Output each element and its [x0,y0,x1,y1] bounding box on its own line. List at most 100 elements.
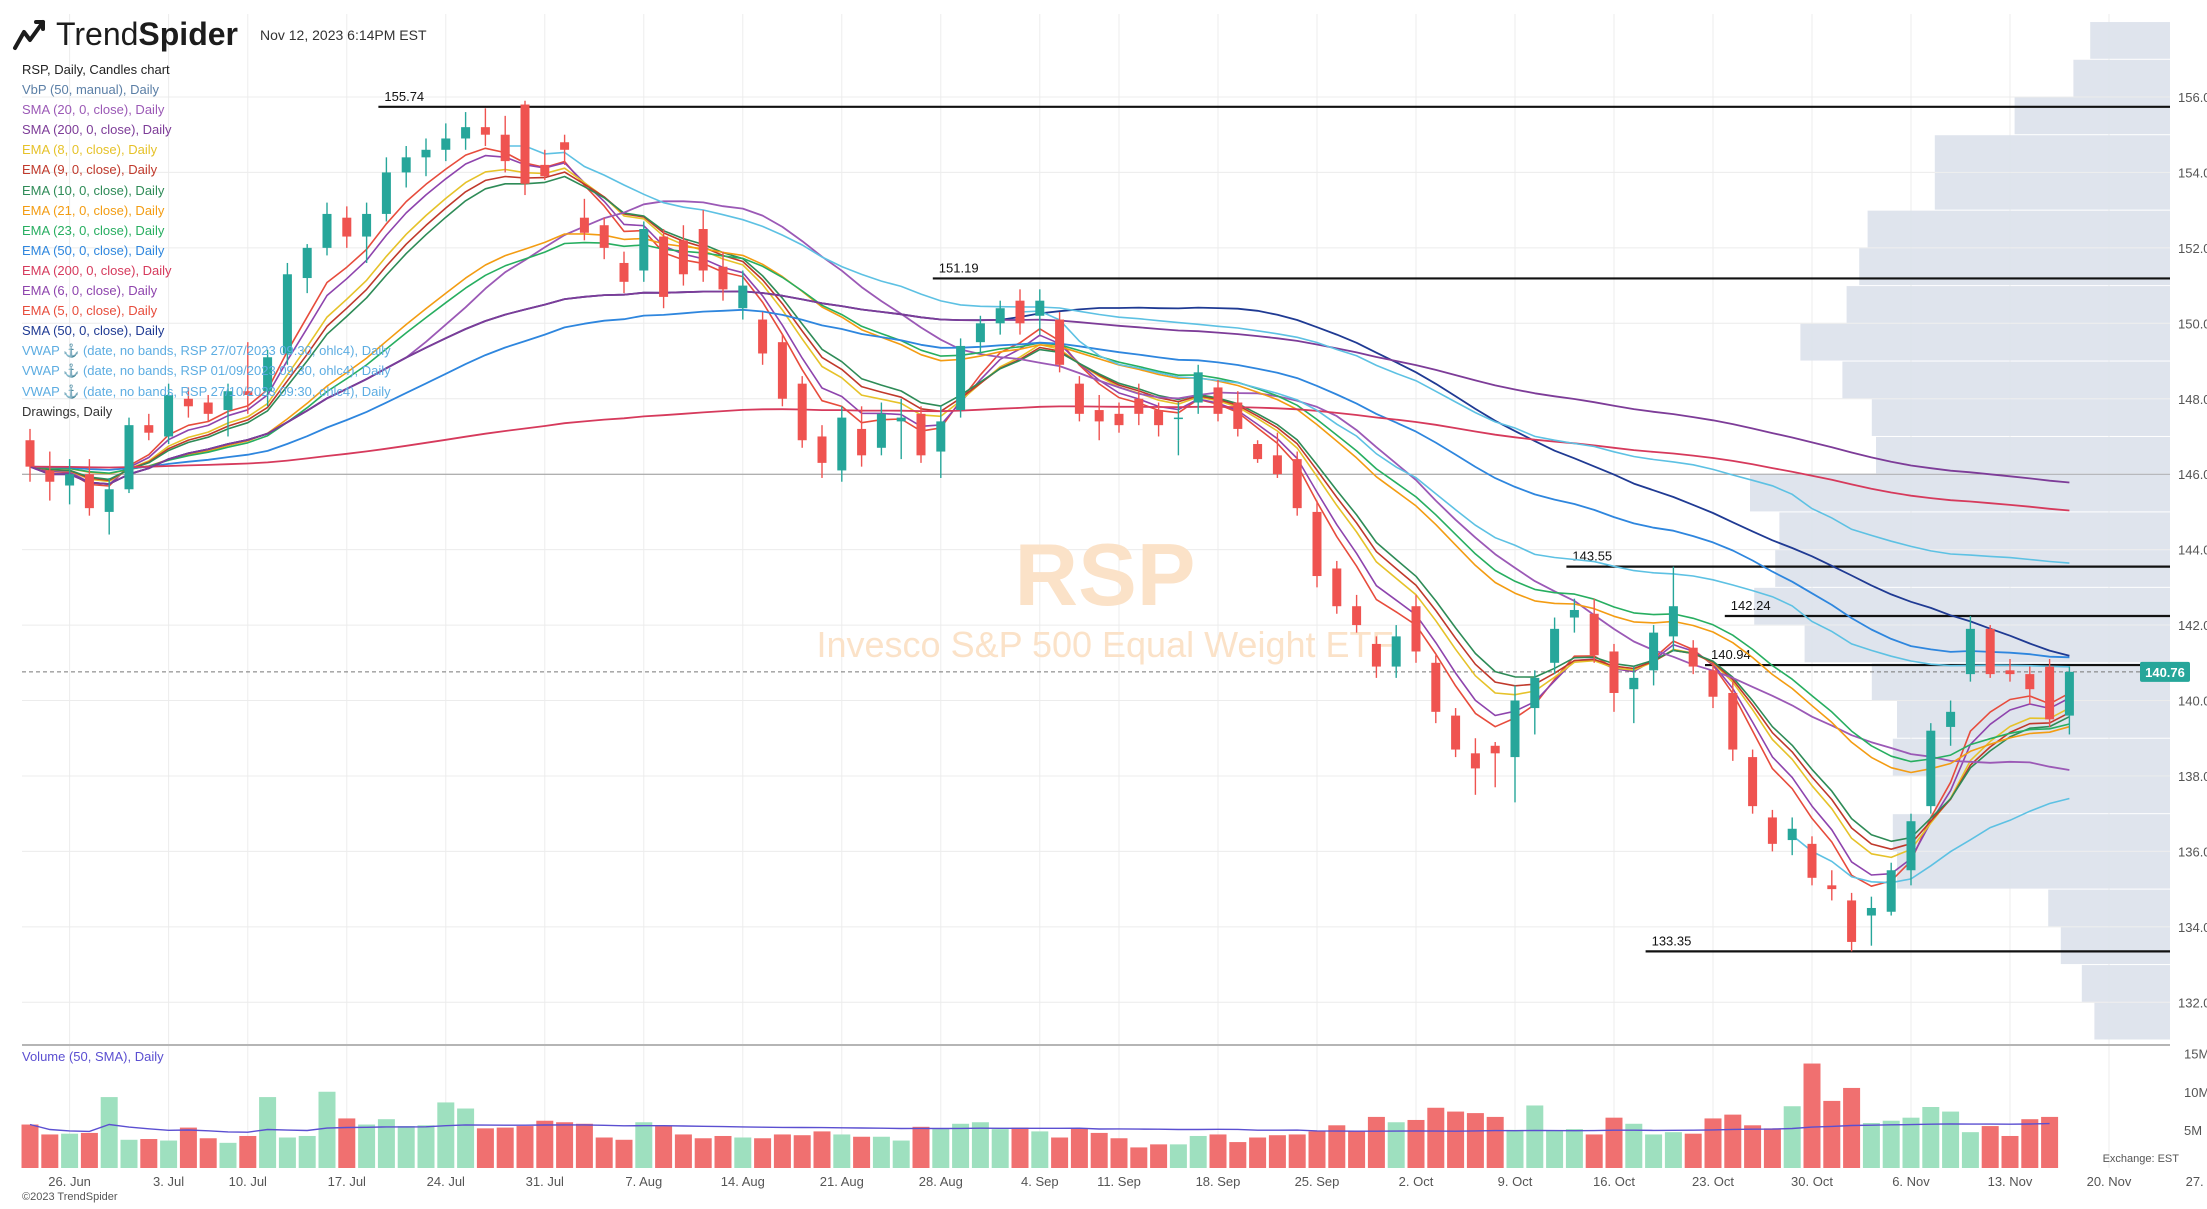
legend-item[interactable]: EMA (200, 0, close), Daily [22,262,172,278]
candle[interactable] [65,459,75,505]
candle[interactable] [322,202,332,256]
candle[interactable] [124,417,134,494]
candle[interactable] [45,451,55,501]
candles[interactable] [25,100,2074,952]
candle[interactable] [84,459,94,516]
candle[interactable] [401,146,411,188]
candle[interactable] [599,217,609,260]
indicator-legend[interactable]: RSP, Daily, Candles chart VbP (50, manua… [22,60,391,422]
candle[interactable] [1411,594,1421,663]
candle[interactable] [1490,742,1500,788]
candle[interactable] [1391,625,1401,678]
legend-item[interactable]: SMA (50, 0, close), Daily [22,323,165,339]
candle[interactable] [896,398,906,460]
candle[interactable] [1965,616,1975,682]
candle[interactable] [480,108,490,147]
candle[interactable] [1213,379,1223,422]
candle[interactable] [1748,749,1758,814]
candle[interactable] [817,425,827,478]
candle[interactable] [1688,640,1698,675]
candle[interactable] [342,206,352,248]
candle[interactable] [1510,685,1520,803]
candle[interactable] [1292,451,1302,516]
candle[interactable] [144,413,154,441]
candle[interactable] [777,334,787,407]
candle[interactable] [25,428,35,482]
legend-item[interactable]: VWAP ⚓ (date, no bands, RSP 01/09/2023 0… [22,363,391,379]
legend-item[interactable]: EMA (10, 0, close), Daily [22,182,165,198]
candle[interactable] [916,406,926,463]
candle[interactable] [659,229,669,309]
candle[interactable] [362,202,372,263]
candle[interactable] [1708,662,1718,709]
legend-item[interactable]: VbP (50, manual), Daily [22,82,160,98]
candle[interactable] [223,383,233,437]
candle[interactable] [1134,383,1144,426]
candle[interactable] [441,123,451,162]
candle[interactable] [203,394,213,422]
candle[interactable] [1074,376,1084,422]
candle[interactable] [678,225,688,286]
candle[interactable] [1767,809,1777,852]
candle[interactable] [1272,432,1282,478]
candle[interactable] [1649,625,1659,686]
candle[interactable] [2005,659,2015,682]
candle[interactable] [698,210,708,282]
candle[interactable] [1668,566,1678,652]
legend-items[interactable]: VbP (50, manual), Daily SMA (20, 0, close… [22,80,391,422]
legend-item[interactable]: EMA (6, 0, close), Daily [22,283,158,299]
legend-item[interactable]: Drawings, Daily [22,403,113,419]
candle[interactable] [1589,598,1599,663]
candle[interactable] [421,138,431,177]
candle[interactable] [243,342,253,414]
candle[interactable] [1807,836,1817,886]
candle[interactable] [1312,500,1322,588]
candle[interactable] [1193,364,1203,414]
candle[interactable] [1530,670,1540,735]
candle[interactable] [1431,655,1441,724]
candle[interactable] [1946,700,1956,746]
candle[interactable] [1114,402,1124,433]
candle[interactable] [1154,402,1164,437]
candle[interactable] [1094,394,1104,441]
candle[interactable] [1233,391,1243,437]
candle[interactable] [1866,896,1876,946]
candle[interactable] [1609,643,1619,712]
legend-item[interactable]: EMA (21, 0, close), Daily [22,202,165,218]
candle[interactable] [579,198,589,241]
candle[interactable] [1470,738,1480,795]
legend-item[interactable]: EMA (9, 0, close), Daily [22,162,158,178]
candle[interactable] [500,115,510,173]
legend-item[interactable]: EMA (5, 0, close), Daily [22,303,158,319]
candle[interactable] [1253,440,1263,463]
legend-item[interactable]: VWAP ⚓ (date, no bands, RSP 27/10/2023 0… [22,383,391,399]
candle[interactable] [164,383,174,445]
candle[interactable] [1035,289,1045,335]
candle[interactable] [540,149,550,180]
candle[interactable] [837,406,847,482]
candle[interactable] [2025,666,2035,705]
candle[interactable] [461,112,471,150]
candle[interactable] [1055,311,1065,373]
candle[interactable] [1728,681,1738,761]
legend-item[interactable]: EMA (8, 0, close), Daily [22,142,158,158]
candle[interactable] [975,315,985,354]
candle[interactable] [876,402,886,456]
candle[interactable] [1550,617,1560,675]
candle[interactable] [738,270,748,320]
candle[interactable] [560,134,570,165]
candle[interactable] [520,100,530,196]
legend-item[interactable]: VWAP ⚓ (date, no bands, RSP 27/07/2023 0… [22,343,391,359]
candle[interactable] [639,221,649,282]
candle[interactable] [104,477,114,535]
candle[interactable] [2045,659,2055,727]
candle[interactable] [1886,862,1896,916]
candle[interactable] [1827,870,1837,901]
legend-item[interactable]: EMA (50, 0, close), Daily [22,242,165,258]
candle[interactable] [1569,598,1579,633]
candle[interactable] [263,349,273,407]
candle[interactable] [1015,289,1025,335]
candle[interactable] [2064,666,2074,735]
